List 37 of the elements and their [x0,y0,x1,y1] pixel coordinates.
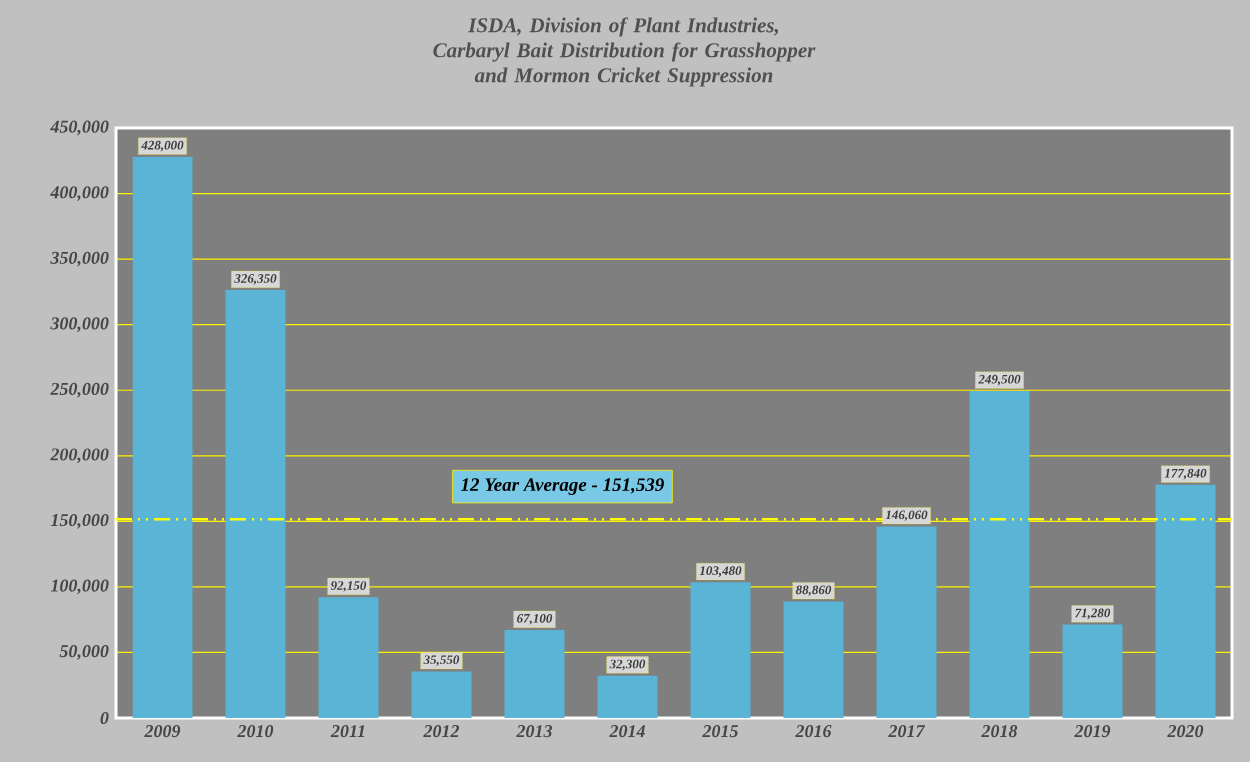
y-tick-label: 200,000 [50,448,109,464]
x-tick-label: 2012 [423,725,460,738]
x-tick-label: 2011 [330,725,365,738]
x-tick-label: 2018 [981,725,1018,738]
data-label: 428,000 [141,140,184,152]
y-tick-label: 450,000 [50,120,109,136]
data-label: 177,840 [1164,468,1207,480]
x-tick-label: 2019 [1074,725,1111,738]
x-tick-label: 2020 [1167,725,1204,738]
x-tick-label: 2016 [795,725,832,738]
data-label: 103,480 [699,566,742,577]
data-label: 67,100 [517,613,553,625]
y-tick-label: 100,000 [50,579,109,595]
data-label: 326,350 [234,274,277,285]
data-label: 71,280 [1075,608,1111,620]
y-tick-label: 400,000 [50,186,109,201]
x-tick-label: 2013 [516,725,553,738]
data-label: 35,550 [423,655,460,666]
data-label: 32,300 [609,659,646,671]
data-label: 249,500 [978,374,1021,386]
y-tick-label: 150,000 [50,513,109,529]
y-tick-label: 50,000 [59,645,109,660]
data-label: 88,860 [795,585,832,597]
x-tick-label: 2010 [237,725,274,738]
data-label: 146,060 [885,510,928,522]
x-tick-label: 2017 [888,725,926,738]
ref-line-label: 12 Year Average - 151,539 [460,478,664,495]
data-label: 92,150 [330,581,367,592]
y-tick-label: 0 [100,711,109,725]
x-tick-label: 2009 [144,725,181,738]
chart-title: ISDA, Division of Plant Industries, Carbaryl Bait Distribution for Grasshopper and Mormon Cricket Suppression [433,17,816,87]
y-tick-label: 250,000 [50,382,109,398]
bar [597,675,658,718]
y-tick-label: 350,000 [50,251,109,267]
x-tick-label: 2014 [609,725,645,738]
x-tick-label: 2015 [702,725,739,738]
y-tick-label: 300,000 [50,317,109,333]
